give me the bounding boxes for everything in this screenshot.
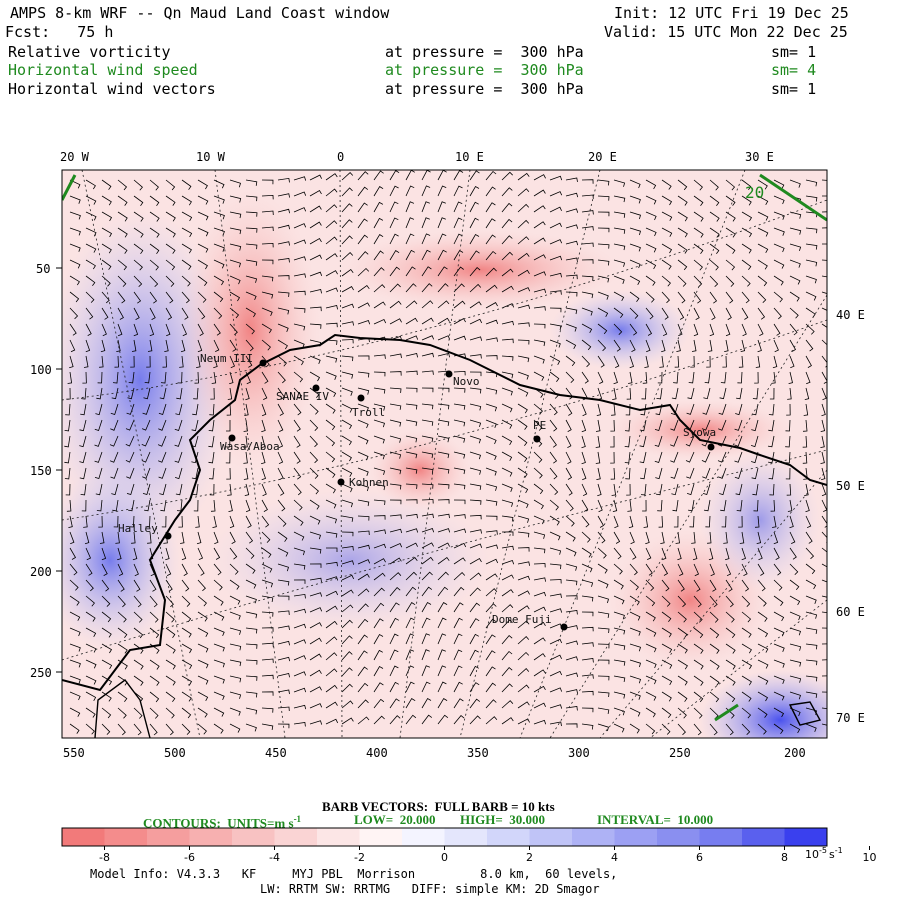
svg-text:30 E: 30 E: [745, 150, 774, 164]
svg-text:200: 200: [30, 565, 52, 579]
contour-legend-interval: INTERVAL= 10.000: [597, 812, 714, 827]
station-label-syowa: Syowa: [683, 426, 716, 439]
colorbar-swatch: [657, 828, 700, 846]
colorbar-ticks: -8 -6 -4 -2 0 2 4 6 8 10: [99, 846, 877, 864]
svg-text:250: 250: [30, 666, 52, 680]
svg-text:0: 0: [337, 150, 344, 164]
svg-text:70 E: 70 E: [836, 711, 865, 725]
colorbar-tick-label: 0: [441, 851, 448, 864]
svg-text:450: 450: [265, 746, 287, 760]
contour-legend-low: LOW= 20.000: [354, 812, 436, 827]
svg-text:60 E: 60 E: [836, 605, 865, 619]
station-label-sanae: SANAE IV: [276, 390, 329, 403]
colorbar-tick-label: 2: [526, 851, 533, 864]
field-name-vorticity: Relative vorticity: [8, 43, 171, 61]
colorbar-swatch: [699, 828, 743, 846]
colorbar-swatch: [189, 828, 233, 846]
svg-text:200: 200: [784, 746, 806, 760]
station-label-troll: Troll: [352, 406, 385, 419]
colorbar-swatch: [147, 828, 190, 846]
coastline: [62, 333, 827, 692]
svg-text:250: 250: [669, 746, 691, 760]
plot-title: AMPS 8-km WRF -- Qn Maud Land Coast wind…: [10, 4, 390, 22]
svg-text:350: 350: [467, 746, 489, 760]
station-markers: [164, 359, 715, 631]
colorbar-tick-label: -8: [99, 851, 110, 864]
colorbar-swatch: [572, 828, 615, 846]
station-label-pe: PE: [533, 419, 546, 432]
colorbar-swatch: [614, 828, 658, 846]
contour-legend-high: HIGH= 30.000: [460, 812, 546, 827]
colorbar-swatch: [487, 828, 530, 846]
svg-text:20 E: 20 E: [588, 150, 617, 164]
colorbar-swatch: [402, 828, 445, 846]
field-level-vorticity: at pressure = 300 hPa: [385, 43, 584, 61]
svg-text:500: 500: [164, 746, 186, 760]
field-name-windvectors: Horizontal wind vectors: [8, 80, 216, 98]
wind-barbs: [64, 170, 827, 736]
colorbar-swatch: [784, 828, 828, 846]
svg-text:550: 550: [63, 746, 85, 760]
field-level-windvectors: at pressure = 300 hPa: [385, 80, 584, 98]
field-sm-vorticity: sm= 1: [771, 43, 817, 61]
field-name-windspeed: Horizontal wind speed: [8, 61, 198, 79]
forecast-hour: Fcst: 75 h: [5, 23, 114, 41]
barb-legend: BARB VECTORS: FULL BARB = 10 kts: [322, 799, 555, 814]
field-sm-windvectors: sm= 1: [771, 80, 817, 98]
colorbar-tick-label: -4: [269, 851, 280, 864]
colorbar-swatch: [444, 828, 488, 846]
colorbar-tick-label: -2: [354, 851, 365, 864]
svg-text:10 E: 10 E: [455, 150, 484, 164]
left-grid-ticks: 50 100 150 200 250: [30, 262, 62, 680]
svg-text:400: 400: [366, 746, 388, 760]
colorbar-swatch: [529, 828, 573, 846]
svg-text:100: 100: [30, 363, 52, 377]
svg-text:40 E: 40 E: [836, 308, 865, 322]
colorbar-swatch: [274, 828, 318, 846]
colorbar-tick-label: -6: [184, 851, 195, 864]
model-info-line2: LW: RRTM SW: RRTMG DIFF: simple KM: 2D S…: [260, 882, 600, 896]
colorbar-tick-label: 6: [696, 851, 703, 864]
map-field: 20 Neum III SANAE IV Troll Novo PE Syowa…: [62, 170, 827, 738]
station-label-kohnen: Kohnen: [349, 476, 389, 489]
colorbar: [62, 828, 828, 846]
top-lon-labels: 20 W 10 W 0 10 E 20 E 30 E: [60, 150, 774, 164]
colorbar-tick-label: 10: [863, 851, 877, 864]
field-sm-windspeed: sm= 4: [771, 61, 817, 79]
contour-legend-units: CONTOURS: UNITS=m s-1: [143, 814, 302, 831]
colorbar-swatch: [317, 828, 360, 846]
colorbar-swatch: [104, 828, 148, 846]
map-frame: [61, 169, 828, 739]
valid-time: Valid: 15 UTC Mon 22 Dec 25: [604, 23, 848, 41]
init-time: Init: 12 UTC Fri 19 Dec 25: [614, 4, 849, 22]
station-label-neum: Neum III: [200, 352, 253, 365]
station-label-domefuji: Dome Fuji: [492, 613, 552, 626]
model-info-line1: Model Info: V4.3.3 KF MYJ PBL Morrison 8…: [90, 867, 618, 881]
station-label-wasa: Wasa/Aboa: [220, 440, 280, 453]
right-lon-labels: 40 E 50 E 60 E 70 E: [836, 308, 865, 725]
station-label-halley: Halley: [118, 522, 158, 535]
graticule: [62, 170, 827, 738]
svg-text:10 W: 10 W: [196, 150, 226, 164]
svg-text:50 E: 50 E: [836, 479, 865, 493]
colorbar-swatch: [232, 828, 275, 846]
colorbar-swatch: [62, 828, 105, 846]
station-label-novo: Novo: [453, 375, 480, 388]
colorbar-tick-label: 8: [781, 851, 788, 864]
colorbar-units: 10-5 s-1: [805, 846, 843, 861]
colorbar-swatch: [742, 828, 785, 846]
colorbar-swatch: [359, 828, 403, 846]
bottom-grid-ticks: 550 500 450 400 350 300 250 200: [63, 746, 806, 760]
svg-text:300: 300: [568, 746, 590, 760]
field-level-windspeed: at pressure = 300 hPa: [385, 61, 584, 79]
svg-text:20 W: 20 W: [60, 150, 90, 164]
svg-text:150: 150: [30, 464, 52, 478]
contour-label: 20: [745, 183, 764, 202]
colorbar-tick-label: 4: [611, 851, 618, 864]
svg-text:50: 50: [36, 262, 50, 276]
